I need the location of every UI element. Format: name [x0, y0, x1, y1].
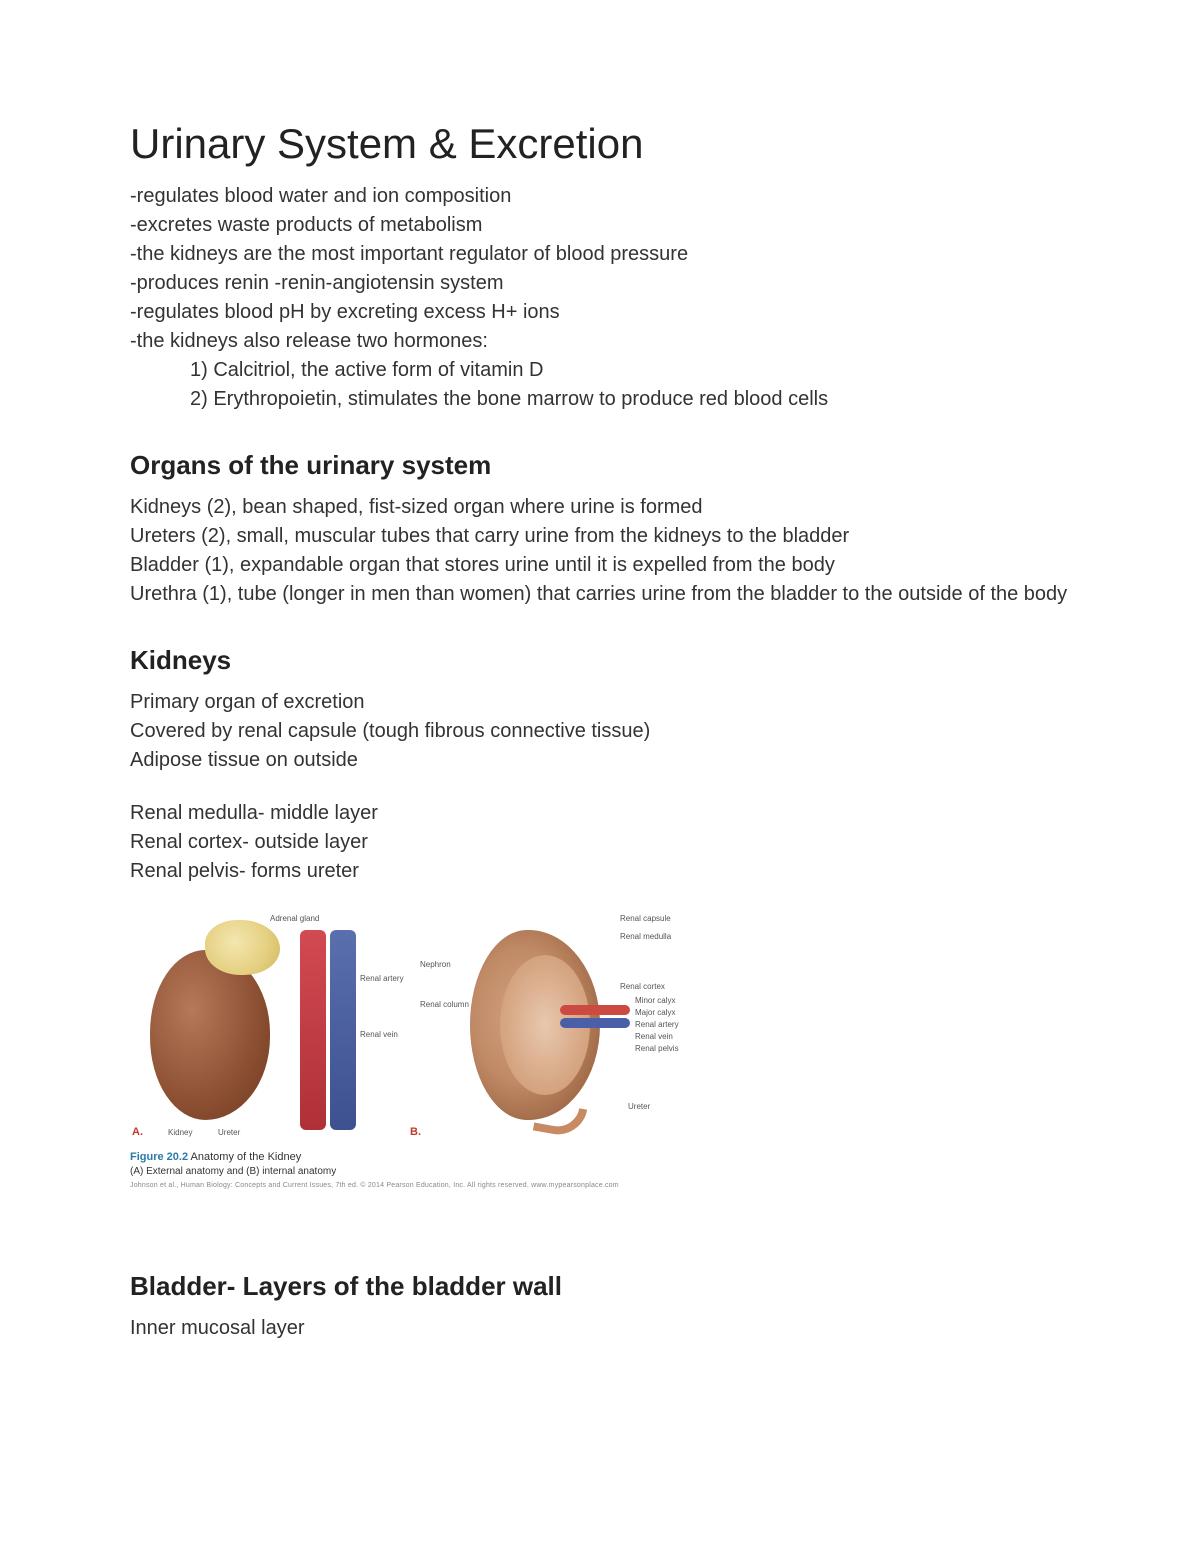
organs-line: Bladder (1), expandable organ that store…: [130, 551, 1070, 580]
label-minor: Minor calyx: [635, 996, 675, 1005]
label-renal-vein: Renal vein: [360, 1030, 398, 1039]
kidneys-line: Renal medulla- middle layer: [130, 799, 1070, 828]
label-medulla: Renal medulla: [620, 932, 671, 941]
intro-line: -the kidneys are the most important regu…: [130, 240, 1070, 269]
figure-number: Figure 20.2: [130, 1151, 188, 1163]
figure-panel-a: Adrenal gland Renal artery Renal vein Ki…: [130, 910, 390, 1140]
organs-block: Kidneys (2), bean shaped, fist-sized org…: [130, 493, 1070, 609]
intro-numbered-item: 1) Calcitriol, the active form of vitami…: [130, 356, 1070, 385]
label-cortex: Renal cortex: [620, 982, 665, 991]
label-nephron: Nephron: [420, 960, 451, 969]
label-renal-artery: Renal artery: [360, 974, 404, 983]
figure-panel-b: Renal capsule Renal medulla Nephron Rena…: [420, 910, 700, 1140]
kidneys-block-1: Primary organ of excretion Covered by re…: [130, 688, 1070, 775]
intro-line: -regulates blood water and ion compositi…: [130, 182, 1070, 211]
kidneys-line: Renal cortex- outside layer: [130, 828, 1070, 857]
figure-caption: Figure 20.2 Anatomy of the Kidney (A) Ex…: [130, 1150, 1070, 1191]
figure-subtitle: (A) External anatomy and (B) internal an…: [130, 1165, 1070, 1179]
adrenal-shape: [205, 920, 280, 975]
vein-shape: [330, 930, 356, 1130]
organs-line: Kidneys (2), bean shaped, fist-sized org…: [130, 493, 1070, 522]
section-heading-kidneys: Kidneys: [130, 645, 1070, 676]
kidneys-line: Adipose tissue on outside: [130, 746, 1070, 775]
intro-line: -excretes waste products of metabolism: [130, 211, 1070, 240]
label-major: Major calyx: [635, 1008, 675, 1017]
label-renal-sinus: Renal column: [420, 1000, 469, 1009]
organs-line: Urethra (1), tube (longer in men than wo…: [130, 580, 1070, 609]
kidneys-line: Primary organ of excretion: [130, 688, 1070, 717]
intro-numbered-item: 2) Erythropoietin, stimulates the bone m…: [130, 385, 1070, 414]
organs-line: Ureters (2), small, muscular tubes that …: [130, 522, 1070, 551]
figure-title: Anatomy of the Kidney: [191, 1151, 302, 1163]
kidney-shape: [150, 950, 270, 1120]
section-heading-organs: Organs of the urinary system: [130, 450, 1070, 481]
bladder-block: Inner mucosal layer: [130, 1314, 1070, 1343]
label-kidney: Kidney: [168, 1128, 192, 1137]
figure-kidney-anatomy: Adrenal gland Renal artery Renal vein Ki…: [130, 910, 1070, 1140]
label-capsule: Renal capsule: [620, 914, 671, 923]
kidneys-line: Renal pelvis- forms ureter: [130, 857, 1070, 886]
label-adrenal: Adrenal gland: [270, 914, 319, 923]
intro-line: -regulates blood pH by excreting excess …: [130, 298, 1070, 327]
panel-letter-a: A.: [132, 1126, 143, 1138]
intro-line: -the kidneys also release two hormones:: [130, 327, 1070, 356]
label-vein-b: Renal vein: [635, 1032, 673, 1041]
section-heading-bladder: Bladder- Layers of the bladder wall: [130, 1271, 1070, 1302]
label-ureter: Ureter: [218, 1128, 240, 1137]
kidneys-block-2: Renal medulla- middle layer Renal cortex…: [130, 799, 1070, 886]
label-ureter-b: Ureter: [628, 1102, 650, 1111]
ureter-tube-shape: [533, 1101, 587, 1139]
panel-letter-b: B.: [410, 1126, 421, 1138]
artery-shape: [300, 930, 326, 1130]
label-artery-b: Renal artery: [635, 1020, 679, 1029]
figure-credit: Johnson et al., Human Biology: Concepts …: [130, 1181, 1070, 1191]
vessel-red-shape: [560, 1005, 630, 1015]
intro-line: -produces renin -renin-angiotensin syste…: [130, 269, 1070, 298]
page-title: Urinary System & Excretion: [130, 120, 1070, 168]
bladder-line: Inner mucosal layer: [130, 1314, 1070, 1343]
label-pelvis: Renal pelvis: [635, 1044, 679, 1053]
vessel-blue-shape: [560, 1018, 630, 1028]
intro-block: -regulates blood water and ion compositi…: [130, 182, 1070, 414]
kidneys-line: Covered by renal capsule (tough fibrous …: [130, 717, 1070, 746]
